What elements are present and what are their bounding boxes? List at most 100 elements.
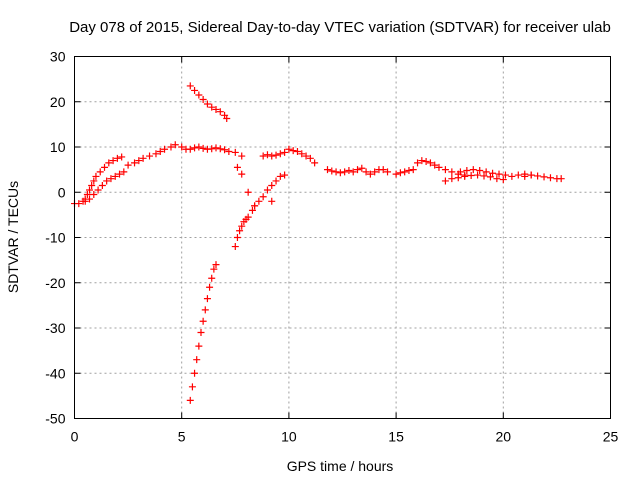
data-point <box>268 181 276 189</box>
y-tick-label: 30 <box>50 49 66 65</box>
data-point <box>195 91 203 99</box>
data-point <box>199 317 207 325</box>
data-point <box>441 177 449 185</box>
data-point <box>540 173 548 181</box>
data-point <box>422 157 430 165</box>
data-point <box>384 168 392 176</box>
y-tick-label: 0 <box>58 184 66 200</box>
data-point <box>362 168 370 176</box>
data-point <box>276 150 284 158</box>
data-point <box>135 157 143 165</box>
data-point <box>167 143 175 151</box>
data-point <box>435 163 443 171</box>
data-point <box>86 186 94 194</box>
plot-frame <box>74 56 611 419</box>
data-point <box>514 171 522 179</box>
series-arc-main-lower-rise <box>81 168 128 205</box>
data-point <box>476 167 484 175</box>
data-point <box>156 148 164 156</box>
data-point <box>263 151 271 159</box>
data-point <box>463 167 471 175</box>
data-point <box>255 197 263 205</box>
data-point <box>268 197 276 205</box>
data-point <box>272 177 280 185</box>
data-point <box>120 168 128 176</box>
series-arc-rise-to-ten <box>251 171 289 210</box>
data-point <box>409 166 417 174</box>
data-point <box>311 159 319 167</box>
y-tick-label: -10 <box>45 230 65 246</box>
data-point <box>349 168 357 176</box>
series-arc-plateau-6 <box>414 157 469 179</box>
data-point <box>210 265 218 273</box>
data-point <box>244 213 252 221</box>
data-point <box>431 161 439 169</box>
data-point <box>233 234 241 241</box>
data-point <box>489 169 497 177</box>
data-point <box>441 166 449 174</box>
data-point <box>191 86 199 94</box>
data-point <box>223 114 231 122</box>
data-point <box>366 170 374 178</box>
data-point <box>212 144 220 152</box>
data-point <box>392 170 400 178</box>
series-arc-plateau-8 <box>441 171 507 185</box>
x-tick-label: 0 <box>71 429 79 445</box>
data-point <box>238 170 246 178</box>
y-tick-label: 10 <box>50 139 66 155</box>
data-point <box>195 342 203 350</box>
data-point <box>414 159 422 167</box>
data-point <box>105 159 113 167</box>
data-point <box>88 181 96 189</box>
data-point <box>379 166 387 174</box>
series-arc-mid-recovery <box>231 206 256 251</box>
x-tick-label: 25 <box>603 429 619 445</box>
data-point <box>501 171 509 179</box>
data-point <box>244 188 252 196</box>
data-point <box>98 181 106 189</box>
data-point <box>499 176 507 184</box>
data-point <box>216 145 224 153</box>
chart-title: Day 078 of 2015, Sidereal Day-to-day VTE… <box>69 19 611 36</box>
data-point <box>354 166 362 174</box>
data-point <box>405 167 413 175</box>
data-point <box>259 193 267 201</box>
data-point <box>521 172 529 180</box>
data-point <box>109 157 117 165</box>
data-point <box>467 172 475 180</box>
data-point <box>251 202 259 210</box>
data-point <box>323 166 331 174</box>
y-tick-label: -20 <box>45 275 65 291</box>
y-axis-label: SDTVAR / TECUs <box>5 181 21 293</box>
data-point <box>197 329 205 337</box>
series-arc-plateau-3 <box>259 145 319 167</box>
data-point <box>289 147 297 155</box>
data-point <box>94 186 102 194</box>
data-point <box>86 195 94 203</box>
data-point <box>298 150 306 158</box>
series-arc-plateau-1 <box>124 141 190 169</box>
data-point <box>358 164 366 172</box>
data-point <box>186 82 194 90</box>
x-tick-label: 20 <box>496 429 512 445</box>
data-point <box>401 168 409 176</box>
data-point <box>111 172 119 180</box>
grid-lines <box>74 56 611 419</box>
y-tick-label: 20 <box>50 94 66 110</box>
y-tick-label: -30 <box>45 320 65 336</box>
series-arc-plateau-7 <box>456 166 535 180</box>
data-point <box>527 171 535 179</box>
data-point <box>131 159 139 167</box>
data-point <box>199 144 207 152</box>
data-point <box>161 145 169 153</box>
data-point <box>225 148 233 156</box>
data-point <box>124 161 132 169</box>
data-point <box>83 191 91 199</box>
x-tick-label: 15 <box>388 429 404 445</box>
data-point <box>534 172 542 180</box>
data-point <box>332 168 340 176</box>
data-point <box>486 173 494 181</box>
data-point <box>113 154 121 162</box>
series-arc-plateau-4 <box>323 164 366 177</box>
